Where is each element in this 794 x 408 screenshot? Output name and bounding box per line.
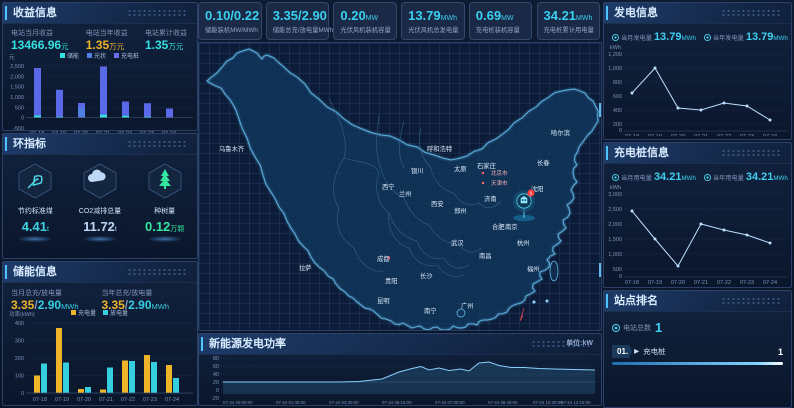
svg-text:呼和浩特: 呼和浩特 <box>427 144 453 153</box>
svg-text:0: 0 <box>21 116 24 122</box>
svg-text:天津市: 天津市 <box>491 179 508 187</box>
svg-text:充电桩: 充电桩 <box>121 52 139 60</box>
svg-text:07-24: 07-24 <box>165 397 179 403</box>
svg-text:07-19: 07-19 <box>648 134 662 136</box>
svg-text:07-22: 07-22 <box>717 280 731 284</box>
svg-text:07-23: 07-23 <box>143 397 157 403</box>
svg-text:07-24 08:45:00: 07-24 08:45:00 <box>488 400 518 405</box>
svg-text:1: 1 <box>530 191 533 197</box>
svg-text:kWh: kWh <box>610 185 621 191</box>
svg-text:07-23: 07-23 <box>740 280 754 284</box>
svg-text:07-21: 07-21 <box>99 397 113 403</box>
svg-text:07-24 05:15:00: 07-24 05:15:00 <box>382 400 412 405</box>
svg-text:07-24: 07-24 <box>763 134 777 136</box>
svg-text:800: 800 <box>613 80 622 86</box>
svg-text:0: 0 <box>216 388 219 394</box>
svg-text:长沙: 长沙 <box>420 271 433 280</box>
svg-text:广州: 广州 <box>461 301 474 310</box>
svg-text:07-24 10:30:00: 07-24 10:30:00 <box>533 400 563 405</box>
svg-text:1,200: 1,200 <box>608 52 622 58</box>
svg-text:07-18: 07-18 <box>33 397 47 403</box>
svg-text:长春: 长春 <box>537 158 550 167</box>
svg-text:-500: -500 <box>13 126 24 132</box>
svg-text:杭州: 杭州 <box>517 238 530 247</box>
svg-text:南昌: 南昌 <box>479 251 492 260</box>
svg-text:07-24 00:00:00: 07-24 00:00:00 <box>223 400 253 405</box>
svg-text:3,000: 3,000 <box>608 192 622 198</box>
svg-text:07-24 03:30:00: 07-24 03:30:00 <box>329 400 359 405</box>
svg-text:0: 0 <box>21 391 24 397</box>
svg-text:40: 40 <box>213 372 219 378</box>
svg-text:哈尔滨: 哈尔滨 <box>551 128 571 137</box>
svg-text:1,000: 1,000 <box>608 252 622 258</box>
svg-text:昆明: 昆明 <box>377 297 390 305</box>
svg-text:福州: 福州 <box>527 264 540 273</box>
svg-text:07-20: 07-20 <box>671 134 685 136</box>
svg-text:07-24: 07-24 <box>763 280 777 284</box>
svg-text:1,000: 1,000 <box>608 66 622 72</box>
svg-text:0: 0 <box>619 128 622 134</box>
svg-text:100: 100 <box>15 374 24 380</box>
svg-text:300: 300 <box>15 339 24 345</box>
svg-text:400: 400 <box>15 321 24 327</box>
svg-text:-20: -20 <box>211 396 219 402</box>
svg-text:200: 200 <box>15 356 24 362</box>
svg-text:500: 500 <box>613 267 622 273</box>
svg-text:1,500: 1,500 <box>10 85 24 91</box>
svg-text:20: 20 <box>213 380 219 386</box>
svg-text:乌鲁木齐: 乌鲁木齐 <box>219 144 245 153</box>
svg-text:光状: 光状 <box>94 52 106 60</box>
svg-text:1,500: 1,500 <box>608 237 622 243</box>
svg-text:07-19: 07-19 <box>648 280 662 284</box>
svg-text:银川: 银川 <box>411 166 424 175</box>
svg-text:充电量: 充电量 <box>78 309 96 317</box>
svg-text:储能: 储能 <box>67 52 79 60</box>
svg-text:2,500: 2,500 <box>608 207 622 213</box>
svg-text:07-20: 07-20 <box>77 397 91 403</box>
svg-text:西安: 西安 <box>431 199 444 208</box>
svg-text:500: 500 <box>15 105 24 111</box>
svg-text:07-24 07:00:00: 07-24 07:00:00 <box>435 400 465 405</box>
svg-text:600: 600 <box>613 94 622 100</box>
svg-text:60: 60 <box>213 364 219 370</box>
svg-text:郑州: 郑州 <box>454 207 467 215</box>
svg-text:07-24 01:45:00: 07-24 01:45:00 <box>276 400 306 405</box>
svg-text:放电量: 放电量 <box>110 309 128 317</box>
svg-text:合肥: 合肥 <box>492 222 505 231</box>
svg-text:07-22: 07-22 <box>121 397 135 403</box>
svg-text:2,500: 2,500 <box>10 64 24 70</box>
svg-text:元: 元 <box>9 54 15 61</box>
svg-text:1,000: 1,000 <box>10 95 24 101</box>
svg-text:07-20: 07-20 <box>671 280 685 284</box>
svg-text:07-19: 07-19 <box>55 397 69 403</box>
svg-text:北京市: 北京市 <box>491 169 508 177</box>
svg-text:济南: 济南 <box>484 194 497 203</box>
svg-text:07-22: 07-22 <box>717 134 731 136</box>
svg-text:07-24 12:15:00: 07-24 12:15:00 <box>561 400 591 405</box>
svg-text:武汉: 武汉 <box>451 238 464 247</box>
svg-text:太原: 太原 <box>454 164 467 173</box>
svg-text:2,000: 2,000 <box>10 74 24 80</box>
svg-text:南京: 南京 <box>505 222 518 231</box>
svg-text:07-21: 07-21 <box>694 280 708 284</box>
svg-text:80: 80 <box>213 356 219 362</box>
svg-text:kWh: kWh <box>610 45 621 51</box>
svg-text:西宁: 西宁 <box>382 182 395 191</box>
svg-text:功率(kWh): 功率(kWh) <box>9 310 35 318</box>
svg-text:南宁: 南宁 <box>424 306 437 315</box>
svg-text:兰州: 兰州 <box>399 189 412 198</box>
svg-text:07-23: 07-23 <box>740 134 754 136</box>
svg-text:拉萨: 拉萨 <box>299 263 312 272</box>
svg-text:07-18: 07-18 <box>625 134 639 136</box>
svg-text:07-21: 07-21 <box>694 134 708 136</box>
svg-text:2,000: 2,000 <box>608 222 622 228</box>
svg-text:0: 0 <box>619 274 622 280</box>
svg-text:石家庄: 石家庄 <box>477 161 496 170</box>
svg-text:贵阳: 贵阳 <box>385 276 398 285</box>
svg-text:400: 400 <box>613 108 622 114</box>
svg-text:07-18: 07-18 <box>625 280 639 284</box>
